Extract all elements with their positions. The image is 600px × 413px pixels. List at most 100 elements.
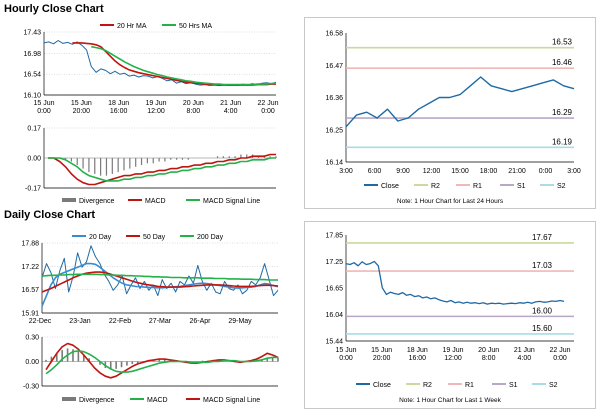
daily-pivot-legend-close-label: Close bbox=[373, 382, 391, 389]
daily-price-ytick: 17.22 bbox=[21, 264, 39, 271]
daily-price-series-line bbox=[41, 262, 279, 307]
hourly-price-xtick-time: 16:00 bbox=[110, 108, 128, 115]
daily-price-xtick: 29-May bbox=[228, 318, 252, 325]
hourly-legend-divergence-swatch bbox=[62, 198, 76, 202]
hourly-legend-20hr-ma-label: 20 Hr MA bbox=[117, 23, 147, 30]
hourly-pivot-close-line bbox=[345, 76, 575, 128]
hourly-price-xtick-date: 20 Jun bbox=[183, 100, 204, 107]
daily-legend-macd-label: MACD bbox=[147, 397, 168, 404]
hourly-price-xtick-time: 0:00 bbox=[37, 108, 51, 115]
daily-price-series-line bbox=[41, 273, 278, 281]
hourly-macd-ytick: 0.00 bbox=[27, 156, 41, 163]
hourly-pivot-xtick: 9:00 bbox=[396, 168, 410, 175]
daily-pivot-xtick-date: 18 Jun bbox=[407, 347, 428, 354]
hourly-price-xtick-date: 21 Jun bbox=[220, 100, 241, 107]
daily-section-title: Daily Close Chart bbox=[4, 209, 96, 221]
daily-macd-ytick: 0.00 bbox=[25, 359, 39, 366]
hourly-pivot-xtick: 18:00 bbox=[480, 168, 498, 175]
hourly-pivot-ytick: 16.47 bbox=[325, 63, 343, 70]
hourly-price-ytick: 16.98 bbox=[23, 51, 41, 58]
daily-pivot-xtick-date: 21 Jun bbox=[514, 347, 535, 354]
daily-pivot-ytick: 16.04 bbox=[325, 312, 343, 319]
daily-pivot-legend-r1-label: R1 bbox=[465, 382, 474, 389]
hourly-pivot-legend-s2-label: S2 bbox=[557, 183, 566, 190]
hourly-pivot-ytick: 16.36 bbox=[325, 95, 343, 102]
hourly-pivot-panel bbox=[304, 17, 596, 209]
hourly-price-xtick-date: 19 Jun bbox=[145, 100, 166, 107]
daily-legend-20day-label: 20 Day bbox=[89, 234, 112, 241]
daily-pivot-panel bbox=[304, 221, 596, 409]
daily-pivot-xtick-time: 16:00 bbox=[409, 355, 427, 362]
hourly-macd-series-line bbox=[48, 157, 276, 182]
hourly-price-xtick-date: 18 Jun bbox=[108, 100, 129, 107]
hourly-price-series-line bbox=[91, 45, 277, 86]
hourly-pivot-legend-r1-label: R1 bbox=[473, 183, 482, 190]
hourly-price-xtick-date: 22 Jun bbox=[257, 100, 278, 107]
daily-pivot-xtick-date: 19 Jun bbox=[442, 347, 463, 354]
hourly-pivot-level-label: 16.19 bbox=[552, 137, 573, 146]
daily-pivot-xtick-date: 20 Jun bbox=[478, 347, 499, 354]
daily-pivot-ytick: 17.25 bbox=[325, 259, 343, 266]
daily-pivot-xtick-time: 0:00 bbox=[339, 355, 353, 362]
hourly-price-xtick-time: 4:00 bbox=[224, 108, 238, 115]
hourly-pivot-xtick: 15:00 bbox=[451, 168, 469, 175]
daily-pivot-ytick: 16.65 bbox=[325, 285, 343, 292]
hourly-pivot-note: Note: 1 Hour Chart for Last 24 Hours bbox=[397, 198, 504, 205]
daily-macd-ytick: 0.30 bbox=[25, 335, 39, 342]
hourly-pivot-xtick: 3:00 bbox=[567, 168, 581, 175]
hourly-pivot-legend-s1-label: S1 bbox=[517, 183, 526, 190]
daily-pivot-xtick-time: 8:00 bbox=[482, 355, 496, 362]
hourly-price-ytick: 16.54 bbox=[23, 72, 41, 79]
hourly-price-xtick-time: 20:00 bbox=[73, 108, 91, 115]
daily-pivot-ytick: 15.44 bbox=[325, 339, 343, 346]
daily-price-xtick: 22-Feb bbox=[109, 318, 131, 325]
hourly-pivot-xtick: 12:00 bbox=[423, 168, 441, 175]
hourly-pivot-xtick: 6:00 bbox=[368, 168, 382, 175]
hourly-price-series-line bbox=[43, 40, 277, 86]
daily-macd-series-line bbox=[45, 350, 278, 375]
daily-legend-signal-label: MACD Signal Line bbox=[203, 397, 260, 404]
hourly-pivot-xtick: 21:00 bbox=[508, 168, 526, 175]
daily-pivot-xtick-time: 12:00 bbox=[444, 355, 462, 362]
hourly-pivot-ytick: 16.58 bbox=[325, 31, 343, 38]
hourly-pivot-xtick: 3:00 bbox=[339, 168, 353, 175]
daily-legend-divergence-swatch bbox=[62, 397, 76, 401]
hourly-macd-ytick: 0.17 bbox=[27, 126, 41, 133]
daily-pivot-level-label: 17.67 bbox=[532, 233, 553, 242]
daily-pivot-legend-r2-label: R2 bbox=[423, 382, 432, 389]
daily-pivot-level-label: 17.03 bbox=[532, 261, 553, 270]
hourly-price-xtick-time: 8:00 bbox=[187, 108, 201, 115]
hourly-macd-ytick: -0.17 bbox=[25, 186, 41, 193]
hourly-macd-series-line bbox=[48, 153, 276, 186]
daily-price-ytick: 15.91 bbox=[21, 311, 39, 318]
daily-macd-series-line bbox=[45, 342, 279, 379]
hourly-price-ytick: 17.43 bbox=[23, 30, 41, 37]
daily-pivot-level-label: 15.60 bbox=[532, 324, 553, 333]
hourly-pivot-legend-close-label: Close bbox=[381, 183, 399, 190]
daily-price-xtick: 27-Mar bbox=[149, 318, 172, 325]
daily-price-ytick: 17.88 bbox=[21, 241, 39, 248]
daily-price-xtick: 22-Dec bbox=[29, 318, 52, 325]
daily-legend-divergence-label: Divergence bbox=[79, 397, 115, 404]
hourly-pivot-level-label: 16.46 bbox=[552, 58, 573, 67]
hourly-legend-50hrs-ma-label: 50 Hrs MA bbox=[179, 23, 212, 30]
daily-pivot-note: Note: 1 Hour Chart for Last 1 Week bbox=[399, 397, 502, 404]
daily-pivot-xtick-date: 22 Jun bbox=[549, 347, 570, 354]
hourly-legend-divergence-label: Divergence bbox=[79, 198, 115, 205]
daily-pivot-xtick-time: 20:00 bbox=[373, 355, 391, 362]
hourly-pivot-ytick: 16.25 bbox=[325, 127, 343, 134]
daily-macd-ytick: -0.30 bbox=[23, 384, 39, 391]
daily-price-ytick: 16.57 bbox=[21, 287, 39, 294]
hourly-price-xtick-time: 12:00 bbox=[147, 108, 165, 115]
hourly-pivot-level-label: 16.53 bbox=[552, 38, 573, 47]
daily-pivot-level-label: 16.00 bbox=[532, 306, 553, 315]
daily-price-xtick: 26-Apr bbox=[189, 318, 211, 325]
daily-pivot-legend-s1-label: S1 bbox=[509, 382, 518, 389]
hourly-legend-macd-label: MACD bbox=[145, 198, 166, 205]
daily-pivot-xtick-time: 0:00 bbox=[553, 355, 567, 362]
hourly-pivot-level-label: 16.29 bbox=[552, 108, 573, 117]
daily-pivot-ytick: 17.85 bbox=[325, 233, 343, 240]
daily-pivot-legend-s2-label: S2 bbox=[549, 382, 558, 389]
hourly-legend-signal-label: MACD Signal Line bbox=[203, 198, 260, 205]
